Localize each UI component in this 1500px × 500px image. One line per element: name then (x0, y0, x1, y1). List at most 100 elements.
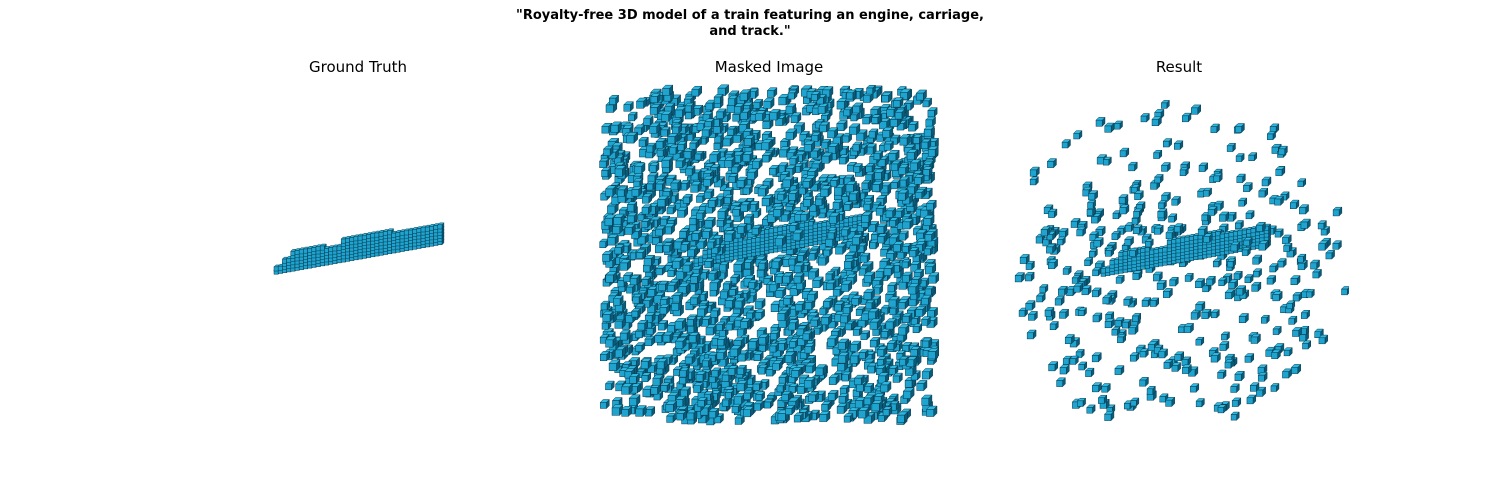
voxel-cube (920, 138, 932, 150)
voxel-cube (763, 97, 775, 110)
voxel-cube (717, 207, 729, 219)
voxel-cube (1124, 236, 1135, 247)
voxel-cube (869, 336, 881, 348)
voxel-cube (808, 409, 821, 421)
voxel-cube (1266, 274, 1277, 285)
voxel-cube (660, 382, 671, 393)
voxel-cube (902, 218, 914, 230)
voxel-cube (1139, 348, 1149, 358)
voxel-cube (848, 123, 861, 136)
voxel-cube (838, 392, 850, 404)
voxel-cube (743, 213, 755, 225)
voxel-cube (921, 394, 933, 406)
voxel-cube (789, 155, 800, 166)
voxel-cube (607, 233, 620, 246)
voxel-cube (672, 291, 684, 303)
voxel-cube (1157, 199, 1168, 210)
voxel-cube (888, 364, 899, 376)
voxel-cube (688, 331, 700, 344)
voxel-cube (1119, 147, 1130, 158)
voxel-cube (690, 169, 702, 181)
voxel-cube (807, 290, 819, 302)
voxel-cube (661, 84, 674, 96)
voxel-cube (1104, 122, 1115, 133)
voxel-cube (1058, 308, 1070, 319)
voxel-cube (1049, 320, 1059, 331)
voxel-cube (885, 318, 897, 330)
panel-title-ground-truth: Ground Truth (309, 58, 407, 76)
voxel-cube (761, 194, 774, 207)
voxel-cube (717, 84, 730, 97)
voxel-cube (1297, 178, 1307, 188)
voxel-cube (807, 249, 819, 261)
voxel-cube (1104, 311, 1115, 321)
voxel-cube (1127, 161, 1138, 172)
voxel-cube (1288, 315, 1298, 325)
voxel-cube (655, 180, 666, 192)
voxel-cube (733, 260, 746, 273)
voxel-cube (736, 364, 748, 376)
voxel-cube (635, 404, 647, 417)
voxel-cube (691, 85, 703, 97)
voxel-cube (757, 185, 770, 197)
voxel-cube (794, 300, 806, 312)
voxel-cube (676, 206, 689, 218)
voxel-cube (1173, 223, 1184, 233)
voxel-cube (790, 112, 802, 124)
voxel-cube (1039, 283, 1049, 294)
voxel-cube (725, 320, 736, 331)
voxel-cube (716, 216, 727, 228)
voxel-cube (837, 338, 850, 351)
voxel-cube (695, 370, 707, 382)
voxel-cube (739, 89, 752, 101)
voxel-cube (601, 122, 613, 134)
voxel-cube (665, 400, 678, 413)
voxel-cube (1340, 286, 1349, 296)
voxel-cube (880, 327, 892, 339)
voxel-cube (1299, 325, 1310, 336)
voxel-cube (644, 406, 656, 417)
voxel-cube (1102, 156, 1112, 166)
voxel-cube (772, 205, 785, 218)
voxel-cube (792, 229, 804, 241)
voxel-cube (894, 108, 906, 120)
voxel-cube (1301, 340, 1312, 350)
voxel-cube (676, 410, 687, 421)
voxel-cube (629, 373, 640, 384)
voxel-cube (927, 347, 939, 360)
voxel-cube (863, 288, 876, 301)
voxel-cube (1029, 166, 1040, 177)
voxel-cube (1081, 284, 1092, 296)
voxel-cube (768, 108, 781, 121)
voxel-cube (684, 102, 695, 113)
voxel-cube (751, 224, 762, 236)
voxel-cube (1291, 326, 1303, 338)
voxel-cube (818, 410, 831, 423)
voxel-cube (1318, 334, 1329, 345)
voxel-cube (1169, 276, 1179, 287)
voxel-cube (897, 189, 910, 201)
voxel-cube (1195, 336, 1205, 346)
voxel-cube (834, 243, 847, 255)
voxel-cube (601, 250, 614, 263)
voxel-cube (662, 242, 674, 253)
voxel-cube (914, 305, 927, 318)
voxel-cube (867, 308, 880, 320)
voxel-cube (788, 222, 800, 233)
voxel-cube (1231, 397, 1242, 408)
voxel-cube (844, 320, 855, 331)
panel-masked-image: Masked Image (599, 58, 939, 428)
voxel-cube (614, 164, 627, 177)
voxel-cube (644, 311, 656, 323)
voxel-cube (1040, 226, 1051, 237)
voxel-cube (863, 382, 875, 394)
voxel-cube (627, 111, 638, 122)
voxel-cube (814, 195, 826, 207)
voxel-cube (1246, 394, 1257, 405)
voxel-cube (763, 398, 774, 409)
voxel-cube (637, 319, 649, 331)
voxel-cube (1159, 393, 1169, 403)
voxel-cube (1083, 257, 1094, 267)
voxel-cube (1141, 297, 1152, 308)
voxel-cube (755, 391, 766, 402)
